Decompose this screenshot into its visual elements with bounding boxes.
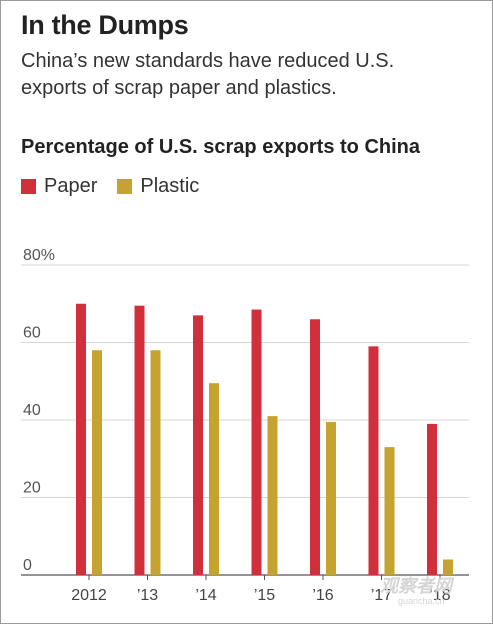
bar-paper: [310, 319, 320, 575]
x-tick-label: ’18: [429, 587, 450, 604]
bar-plastic: [150, 350, 161, 575]
bar-paper: [427, 423, 437, 575]
chart-title: Percentage of U.S. scrap exports to Chin…: [21, 136, 420, 158]
chart-subtitle: China’s new standards have reduced U.S. …: [21, 50, 395, 99]
x-tick-label: ’13: [137, 587, 158, 604]
x-tick-label: ’16: [312, 587, 333, 604]
x-tick-label: ’17: [371, 587, 392, 604]
x-tick-label: 2012: [71, 587, 107, 604]
bar-plastic: [267, 416, 278, 575]
bar-paper: [193, 315, 203, 575]
chart-headline: In the Dumps: [21, 10, 189, 40]
legend-item-plastic: Plastic: [117, 175, 199, 198]
bar-paper: [134, 305, 145, 575]
bar-paper: [368, 346, 379, 575]
legend-swatch-plastic: [117, 179, 133, 194]
legend-swatch-paper: [21, 179, 36, 194]
legend-label-paper: Paper: [44, 175, 98, 197]
x-tick-label: ’15: [254, 587, 275, 604]
y-tick-label: 60: [23, 325, 41, 342]
y-tick-label: 0: [23, 557, 32, 574]
bar-plastic: [384, 447, 395, 575]
bar-plastic: [443, 559, 453, 575]
watermark-logo: 观察者网: [380, 576, 452, 596]
bar-plastic: [326, 421, 336, 575]
bar-paper: [251, 309, 262, 575]
legend: Paper Plastic: [21, 175, 219, 198]
bar-plastic: [209, 383, 219, 575]
bar-chart: 0 20 40 60 80% 2012 ’13 ’14 ’15 ’16 ’17 ’18: [21, 247, 469, 604]
legend-label-plastic: Plastic: [140, 175, 200, 197]
y-tick-label: 80%: [23, 247, 55, 264]
bar-plastic: [92, 350, 102, 575]
legend-item-paper: Paper: [21, 175, 97, 198]
y-tick-label: 20: [23, 480, 41, 497]
y-tick-label: 40: [23, 402, 41, 419]
bar-paper: [76, 303, 86, 575]
watermark-url: guancha.cn: [398, 596, 445, 606]
x-tick-label: ’14: [195, 587, 216, 604]
